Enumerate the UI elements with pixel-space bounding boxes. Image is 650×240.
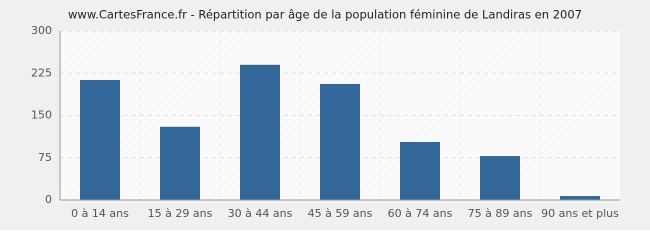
y-tick-label: 0	[45, 193, 52, 206]
chart-title: www.CartesFrance.fr - Répartition par âg…	[68, 8, 582, 22]
bar	[400, 141, 440, 200]
chart: www.CartesFrance.fr - Répartition par âg…	[0, 0, 650, 230]
x-tick-label: 0 à 14 ans	[71, 207, 129, 220]
y-tick-label: 225	[31, 66, 52, 79]
bar	[160, 126, 200, 200]
y-tick-label: 300	[31, 24, 52, 37]
y-tick-label: 75	[38, 151, 52, 164]
x-tick-label: 60 à 74 ans	[388, 207, 453, 220]
bar	[240, 64, 280, 200]
bar	[320, 83, 360, 200]
bar	[480, 156, 520, 200]
x-tick-label: 15 à 29 ans	[148, 207, 213, 220]
x-tick-label: 75 à 89 ans	[468, 207, 533, 220]
x-tick-label: 45 à 59 ans	[308, 207, 373, 220]
bar	[80, 80, 120, 200]
x-tick-label: 90 ans et plus	[541, 207, 619, 220]
x-tick-label: 30 à 44 ans	[228, 207, 293, 220]
y-tick-label: 150	[31, 109, 52, 122]
bar	[560, 196, 600, 200]
